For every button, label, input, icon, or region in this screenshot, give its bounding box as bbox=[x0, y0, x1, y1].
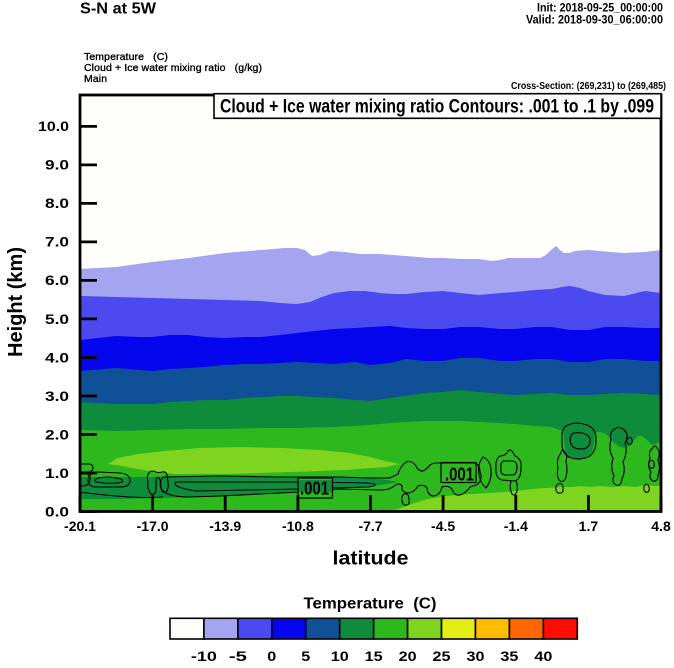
svg-text:.001: .001 bbox=[445, 464, 474, 484]
svg-text:Init: 2018-09-25_00:00:00: Init: 2018-09-25_00:00:00 bbox=[537, 1, 663, 15]
svg-text:-5: -5 bbox=[229, 648, 247, 664]
svg-text:3.0: 3.0 bbox=[45, 388, 69, 404]
svg-text:S-N at 5W: S-N at 5W bbox=[80, 1, 157, 18]
svg-text:Cloud + Ice water mixing ratio: Cloud + Ice water mixing ratio Contours:… bbox=[220, 97, 654, 118]
svg-text:5.0: 5.0 bbox=[45, 311, 69, 327]
svg-text:Temperature (C): Temperature (C) bbox=[304, 596, 437, 613]
svg-text:0.0: 0.0 bbox=[45, 503, 69, 519]
svg-text:4.8: 4.8 bbox=[651, 518, 671, 534]
svg-text:-20.1: -20.1 bbox=[64, 518, 96, 534]
svg-text:-13.9: -13.9 bbox=[209, 518, 241, 534]
svg-text:7.0: 7.0 bbox=[45, 234, 69, 250]
svg-text:35: 35 bbox=[500, 648, 518, 664]
svg-text:10: 10 bbox=[331, 648, 349, 664]
svg-text:Cross-Section: (269,231) to (2: Cross-Section: (269,231) to (269,485) bbox=[511, 81, 666, 92]
svg-text:8.0: 8.0 bbox=[45, 195, 69, 211]
svg-text:9.0: 9.0 bbox=[45, 157, 69, 173]
svg-text:Valid: 2018-09-30_06:00:00: Valid: 2018-09-30_06:00:00 bbox=[526, 13, 663, 27]
svg-text:15: 15 bbox=[365, 648, 383, 664]
svg-text:.001: .001 bbox=[300, 479, 329, 499]
svg-text:40: 40 bbox=[534, 648, 552, 664]
svg-text:30: 30 bbox=[466, 648, 484, 664]
svg-text:latitude: latitude bbox=[333, 549, 409, 570]
svg-text:Height (km): Height (km) bbox=[5, 247, 27, 357]
svg-text:6.0: 6.0 bbox=[45, 272, 69, 288]
svg-text:Temperature (C): Temperature (C) bbox=[84, 51, 168, 63]
svg-text:1.0: 1.0 bbox=[45, 465, 69, 481]
svg-text:-10.8: -10.8 bbox=[282, 518, 314, 534]
svg-text:-10: -10 bbox=[191, 648, 217, 664]
svg-text:1.7: 1.7 bbox=[579, 518, 599, 534]
svg-text:0: 0 bbox=[267, 648, 276, 664]
svg-text:4.0: 4.0 bbox=[45, 349, 69, 365]
svg-text:20: 20 bbox=[399, 648, 417, 664]
svg-text:Cloud + Ice water mixing ratio: Cloud + Ice water mixing ratio (g/kg) bbox=[84, 62, 262, 74]
svg-text:-1.4: -1.4 bbox=[504, 518, 528, 534]
svg-text:-4.5: -4.5 bbox=[431, 518, 455, 534]
svg-text:10.0: 10.0 bbox=[38, 118, 69, 134]
svg-text:25: 25 bbox=[433, 648, 451, 664]
svg-text:2.0: 2.0 bbox=[45, 426, 69, 442]
svg-text:-7.7: -7.7 bbox=[358, 518, 382, 534]
svg-text:-17.0: -17.0 bbox=[137, 518, 169, 534]
svg-text:Main: Main bbox=[84, 73, 107, 85]
svg-text:5: 5 bbox=[301, 648, 310, 664]
